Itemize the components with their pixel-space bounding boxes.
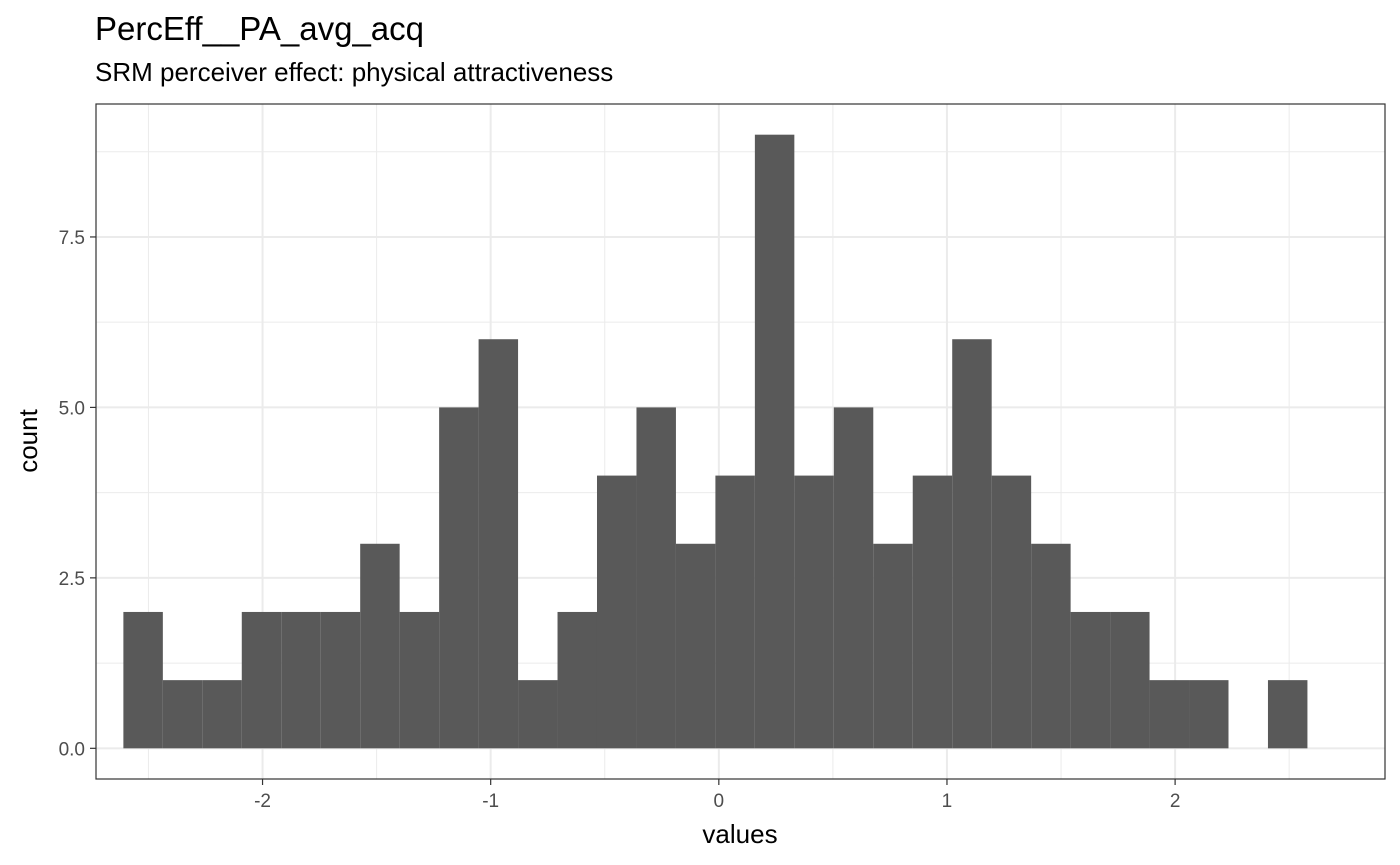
histogram-bar	[754, 134, 795, 749]
histogram-bar	[162, 680, 203, 749]
y-axis: 0.0 2.5 5.0 7.5	[59, 228, 96, 760]
histogram-bar	[991, 475, 1032, 749]
histogram-bar	[1031, 543, 1071, 749]
x-tick-label: -1	[482, 791, 499, 812]
histogram-bar	[952, 339, 992, 749]
histogram-bar	[202, 680, 242, 749]
histogram-bar	[518, 680, 558, 749]
histogram-bar	[715, 475, 755, 749]
histogram-bar	[360, 543, 400, 749]
x-tick-label: -2	[254, 791, 271, 812]
x-axis-title: values	[702, 819, 777, 849]
x-tick-label: 1	[942, 791, 953, 812]
y-axis-title: count	[13, 408, 43, 472]
histogram-bar	[320, 611, 361, 749]
histogram-bars	[123, 134, 1308, 749]
histogram-bar	[912, 475, 953, 749]
histogram-bar	[478, 339, 519, 749]
histogram-bar	[241, 611, 282, 749]
histogram-bar	[439, 407, 479, 749]
histogram-bar	[1070, 611, 1111, 749]
y-tick-label: 5.0	[59, 398, 85, 419]
histogram-bar	[1149, 680, 1190, 749]
histogram-bar	[1267, 680, 1308, 749]
histogram-bar	[873, 543, 913, 749]
histogram-bar	[281, 611, 321, 749]
chart-title: PercEff__PA_avg_acq	[95, 10, 424, 47]
histogram-bar	[675, 543, 716, 749]
histogram-bar	[399, 611, 440, 749]
histogram-bar	[557, 611, 597, 749]
y-tick-label: 0.0	[59, 739, 85, 760]
histogram-bar	[1189, 680, 1229, 749]
x-tick-label: 0	[714, 791, 725, 812]
x-axis: -2 -1 0 1 2	[254, 779, 1180, 812]
histogram-bar	[1110, 611, 1150, 749]
histogram-bar	[123, 611, 163, 749]
y-tick-label: 7.5	[59, 228, 85, 249]
y-tick-label: 2.5	[59, 569, 85, 590]
histogram-bar	[833, 407, 874, 749]
histogram-bar	[794, 475, 834, 749]
histogram-bar	[636, 407, 676, 749]
histogram-bar	[596, 475, 637, 749]
x-tick-label: 2	[1170, 791, 1181, 812]
chart-subtitle: SRM perceiver effect: physical attractiv…	[95, 57, 613, 87]
plot-panel-border	[95, 103, 1386, 780]
